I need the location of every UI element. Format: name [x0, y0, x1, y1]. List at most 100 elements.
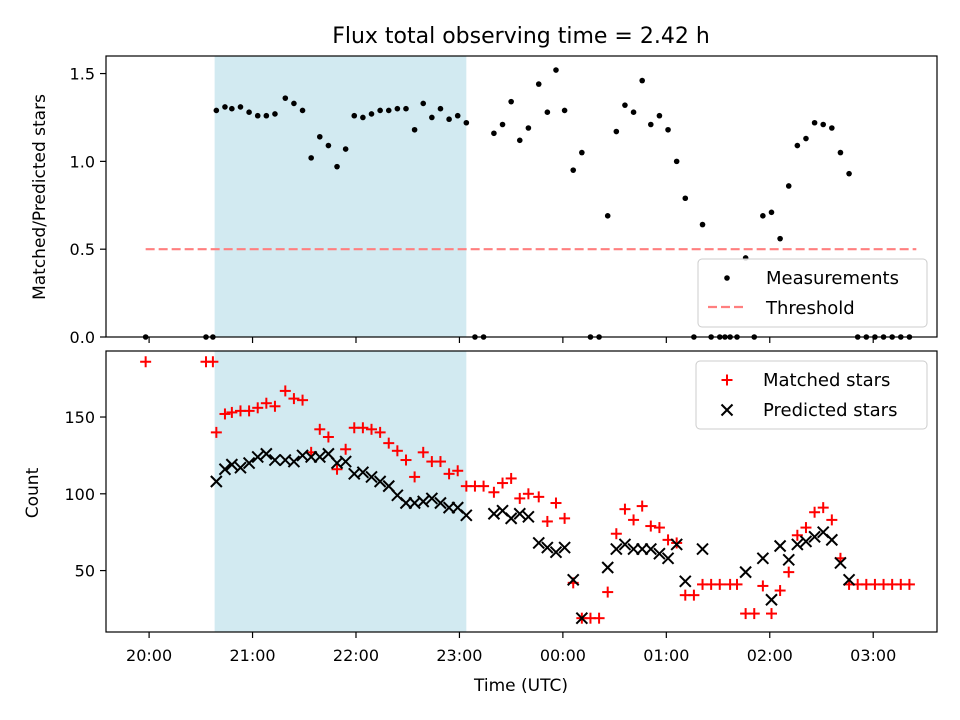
matched-star-point	[903, 578, 915, 590]
matched-star-point	[400, 454, 412, 466]
matched-star-point	[774, 585, 786, 597]
predicted-star-point	[834, 556, 847, 570]
top-y-tick-label: 0.5	[70, 240, 95, 259]
x-tick-label: 22:00	[333, 646, 379, 665]
measurement-point	[360, 114, 366, 121]
top-y-tick-label: 0.0	[70, 328, 95, 347]
predicted-star-points	[210, 447, 856, 625]
predicted-star-point	[773, 539, 787, 553]
measurement-point	[334, 163, 340, 170]
measurement-point	[553, 67, 559, 73]
predicted-star-point	[575, 611, 589, 625]
predicted-star-point	[782, 553, 795, 567]
legend-measurements-label: Measurements	[766, 268, 899, 289]
predicted-star-point	[234, 461, 247, 474]
matched-star-point	[297, 394, 309, 406]
measurement-point	[785, 183, 792, 189]
measurement-point	[342, 146, 349, 152]
matched-star-point	[593, 612, 605, 624]
predicted-star-point	[287, 455, 301, 468]
predicted-star-point	[242, 456, 256, 470]
matched-star-point	[505, 472, 517, 484]
matched-star-point	[443, 468, 455, 480]
matched-star-point	[252, 402, 264, 414]
measurement-point	[325, 142, 332, 149]
top-highlight-span	[214, 56, 467, 337]
measurement-point	[246, 109, 252, 115]
measurement-point	[213, 107, 220, 114]
top-y-axis: 0.0 0.5 1.0 1.5	[70, 65, 106, 347]
x-tick-label: 21:00	[229, 646, 275, 665]
top-frame	[105, 55, 938, 338]
matched-star-point	[817, 502, 829, 514]
measurement-point	[420, 100, 427, 107]
measurement-point	[508, 98, 514, 105]
matched-star-point	[514, 492, 526, 504]
x-tick-label: 02:00	[747, 646, 793, 665]
measurement-point	[535, 81, 542, 87]
legend-threshold-label: Threshold	[765, 298, 855, 319]
measurement-point	[308, 155, 314, 161]
top-y-tick-label: 1.5	[70, 65, 95, 84]
matched-star-point	[226, 406, 238, 418]
measurement-point	[622, 102, 628, 108]
predicted-star-point	[618, 538, 632, 551]
predicted-star-point	[696, 542, 709, 556]
predicted-star-point	[670, 538, 683, 551]
measurement-point	[411, 126, 418, 133]
matched-star-point	[243, 405, 255, 417]
top-y-tick-label: 1.0	[70, 152, 95, 171]
bottom-frame	[105, 350, 938, 633]
predicted-star-point	[268, 453, 282, 467]
matched-star-point	[765, 608, 777, 620]
measurement-point	[385, 107, 392, 114]
top-legend-box	[697, 258, 928, 328]
bottom-legend-box	[695, 360, 928, 430]
matched-star-point	[478, 480, 490, 492]
x-tick-label: 01:00	[643, 646, 689, 665]
matched-star-point	[671, 537, 683, 549]
bottom-y-tick-label: 100	[64, 485, 95, 504]
measurement-point	[351, 112, 358, 119]
matched-star-point	[791, 529, 803, 541]
predicted-star-point	[425, 492, 439, 505]
predicted-star-point	[765, 593, 778, 606]
matched-star-point	[800, 522, 812, 534]
measurement-point	[491, 130, 497, 137]
measurement-point	[656, 112, 663, 119]
matched-star-point	[210, 426, 222, 438]
predicted-star-point	[791, 538, 804, 551]
matched-star-point	[488, 486, 500, 498]
predicted-star-point	[225, 458, 239, 471]
matched-star-point	[340, 443, 352, 455]
measurement-point	[437, 105, 444, 112]
matched-star-point	[391, 445, 403, 457]
bottom-legend: Matched stars Predicted stars	[695, 360, 928, 430]
predicted-star-point	[218, 463, 232, 476]
matched-star-point	[260, 397, 272, 409]
measurement-point	[604, 213, 611, 219]
measurement-point	[803, 135, 809, 142]
matched-star-point	[550, 497, 562, 509]
measurement-point	[544, 109, 551, 115]
measurement-point	[682, 195, 689, 202]
predicted-star-point	[799, 535, 813, 548]
legend-matched-label: Matched stars	[763, 370, 890, 391]
measurement-point	[237, 104, 244, 110]
matched-star-point	[374, 426, 386, 438]
measurement-point	[665, 126, 671, 133]
top-x-ticks	[148, 337, 874, 343]
bottom-x-axis: 20:00 21:00 22:00 23:00 00:00 01:00 02:00 03:00	[126, 632, 896, 665]
top-panel: 0.0 0.5 1.0 1.5 Matched/Predicted stars Mea…	[30, 55, 938, 347]
predicted-star-point	[373, 475, 387, 488]
top-y-axis-label: Matched/Predicted stars	[30, 94, 50, 300]
predicted-star-point	[653, 547, 666, 560]
bottom-y-tick-label: 150	[64, 408, 95, 427]
predicted-star-point	[313, 450, 326, 464]
matched-star-point	[826, 514, 838, 526]
matched-star-point	[757, 580, 769, 592]
x-tick-label: 00:00	[540, 646, 586, 665]
measurement-point	[648, 121, 654, 128]
predicted-star-point	[661, 552, 675, 565]
predicted-star-point	[339, 455, 352, 468]
